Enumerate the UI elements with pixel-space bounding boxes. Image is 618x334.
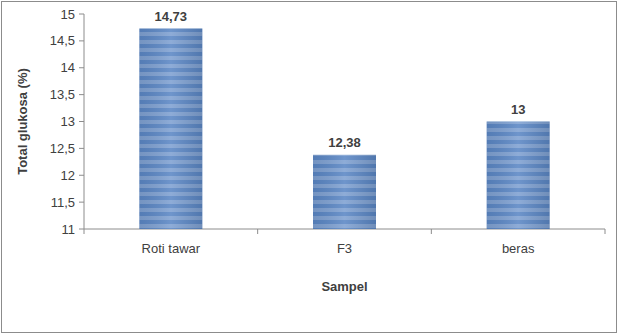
y-tick-label: 15 xyxy=(61,7,75,22)
chart-svg: 11 11,5 12 12,5 13 13,5 14 14,5 15 14,73 12,38 13 Ro… xyxy=(0,0,618,334)
y-tick-label: 13,5 xyxy=(50,87,75,102)
bar-group xyxy=(487,122,550,230)
y-tick xyxy=(79,121,84,122)
y-tick-label: 12,5 xyxy=(50,141,75,156)
y-tick xyxy=(79,94,84,95)
bar xyxy=(487,122,550,230)
x-tick xyxy=(605,229,606,234)
bar-stripes xyxy=(313,155,376,229)
y-tick xyxy=(79,40,84,41)
chart-container: 11 11,5 12 12,5 13 13,5 14 14,5 15 14,73 12,38 13 Ro… xyxy=(0,0,618,334)
y-tick xyxy=(79,148,84,149)
y-axis-title: Total glukosa (%) xyxy=(15,68,30,175)
bar-stripes xyxy=(139,29,202,229)
y-tick xyxy=(79,175,84,176)
y-tick xyxy=(79,202,84,203)
x-tick xyxy=(257,229,258,234)
bar-stripes xyxy=(487,122,550,230)
bars xyxy=(139,29,549,229)
data-label: 14,73 xyxy=(155,9,188,24)
x-tick-label: Roti tawar xyxy=(142,241,201,256)
bar xyxy=(139,29,202,229)
y-tick xyxy=(79,14,84,15)
y-tick xyxy=(79,229,84,230)
data-label: 12,38 xyxy=(328,135,361,150)
x-tick xyxy=(84,229,85,234)
chart-frame xyxy=(2,2,617,333)
bar xyxy=(313,155,376,229)
y-tick-label: 13 xyxy=(61,114,75,129)
bar-group xyxy=(139,29,202,229)
x-tick-label: F3 xyxy=(337,241,352,256)
x-tick xyxy=(431,229,432,234)
y-axis xyxy=(84,14,85,229)
y-tick-label: 11,5 xyxy=(51,195,75,210)
y-tick-label: 14 xyxy=(61,60,75,75)
y-tick xyxy=(79,67,84,68)
bar-shade xyxy=(313,155,376,229)
y-tick-label: 11 xyxy=(62,222,76,237)
data-label: 13 xyxy=(511,102,525,117)
bar-shade xyxy=(487,122,550,230)
y-tick-label: 12 xyxy=(61,168,75,183)
bar-group xyxy=(313,155,376,229)
x-axis-title: Sampel xyxy=(321,279,367,294)
y-tick-label: 14,5 xyxy=(50,33,75,48)
x-tick-label: beras xyxy=(502,241,535,256)
bar-shade xyxy=(139,29,202,229)
